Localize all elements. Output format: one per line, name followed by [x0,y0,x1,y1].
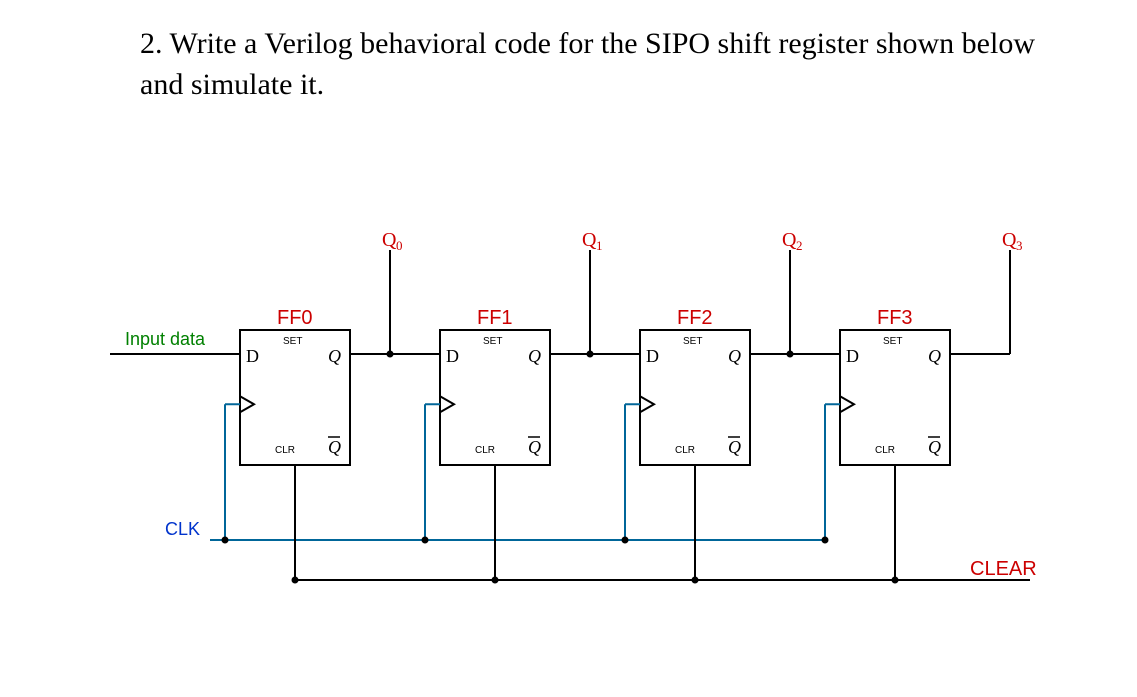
clr-pin: CLR [275,445,295,456]
question-body: Write a Verilog behavioral code for the … [140,27,1035,101]
q-pin: Q [928,346,941,366]
question-number: 2. [140,27,163,60]
qbar-pin: Q [528,437,541,457]
set-pin: SET [283,336,302,347]
question-text: 2. Write a Verilog behavioral code for t… [140,24,1057,105]
clr-pin: CLR [675,445,695,456]
q-output: Q [582,230,597,251]
d-pin: D [446,346,459,366]
d-pin: D [846,346,859,366]
q-sub: 1 [596,238,603,253]
diagram-svg: FF0 SET D Q Q CLR FF1 SET D Q Q CLR FF2 SET D Q Q CLR FF3 S… [110,230,1050,650]
ff-name: FF2 [677,307,713,329]
qbar-pin: Q [928,437,941,457]
sipo-diagram: FF0 SET D Q Q CLR FF1 SET D Q Q CLR FF2 SET D Q Q CLR FF3 S… [110,230,1050,650]
clr-pin: CLR [475,445,495,456]
set-pin: SET [683,336,702,347]
set-pin: SET [883,336,902,347]
ff-name: FF0 [277,307,313,329]
q-pin: Q [528,346,541,366]
clr-pin: CLR [875,445,895,456]
input-label: Input data [125,329,206,349]
clear-label: CLEAR [970,558,1037,580]
qbar-pin: Q [728,437,741,457]
q-sub: 0 [396,238,403,253]
q-output: Q [782,230,797,251]
q-sub: 3 [1016,238,1023,253]
ff-name: FF1 [477,307,513,329]
clk-label: CLK [165,519,200,539]
q-output: Q [382,230,397,251]
set-pin: SET [483,336,502,347]
q-output: Q [1002,230,1017,251]
d-pin: D [246,346,259,366]
ff-name: FF3 [877,307,913,329]
page: 2. Write a Verilog behavioral code for t… [0,0,1137,697]
q-pin: Q [728,346,741,366]
q-sub: 2 [796,238,803,253]
d-pin: D [646,346,659,366]
q-pin: Q [328,346,341,366]
qbar-pin: Q [328,437,341,457]
